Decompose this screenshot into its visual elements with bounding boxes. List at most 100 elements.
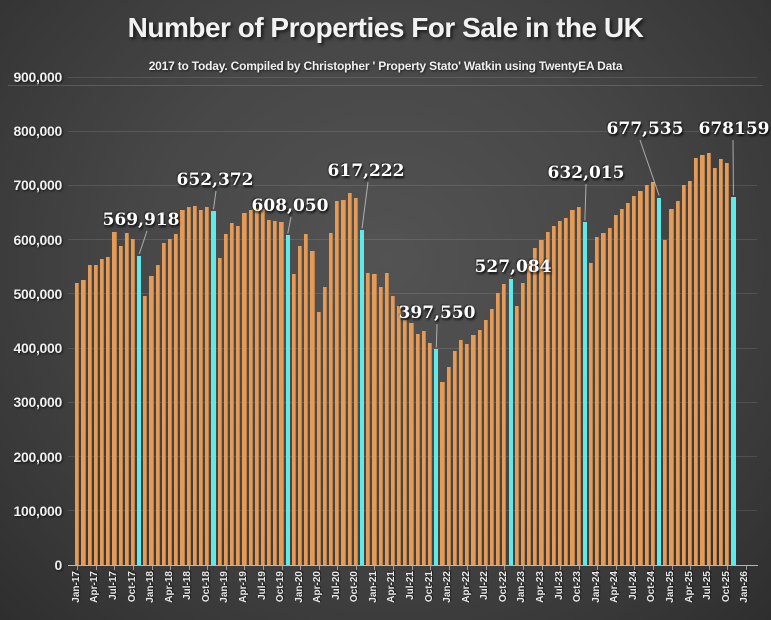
bar-Mar-21 — [384, 273, 389, 565]
x-axis-tick-label: Apr-23 — [535, 571, 547, 603]
bar-Aug-23 — [564, 217, 569, 565]
bar-Aug-19 — [267, 219, 272, 565]
bar-Mar-22 — [458, 339, 464, 565]
bar-Jun-24 — [626, 202, 631, 565]
bar-Jul-25 — [706, 152, 711, 565]
bar-Nov-17 — [137, 255, 142, 565]
bar-Dec-24 — [663, 239, 668, 565]
bar-Apr-18 — [168, 239, 173, 565]
bar-Jan-17 — [75, 283, 80, 565]
x-axis-tick — [151, 566, 153, 570]
bar-Mar-25 — [681, 184, 686, 565]
bar-Nov-21 — [434, 349, 439, 565]
bar-May-17 — [99, 259, 105, 565]
bar-Jan-20 — [298, 246, 303, 565]
bar-Sep-23 — [570, 209, 575, 565]
bar-Jul-20 — [335, 201, 340, 565]
x-axis-tick-label: Jan-17 — [70, 571, 82, 603]
x-axis-tick — [727, 566, 729, 570]
x-axis-tick-label: Jul-19 — [256, 571, 268, 600]
x-axis-tick — [244, 566, 246, 570]
chart-title: Number of Properties For Sale in the UK — [127, 12, 644, 43]
bar-Feb-22 — [452, 350, 457, 565]
gridline — [68, 239, 757, 241]
x-axis-tick — [411, 566, 413, 570]
x-axis-tick-label: Jan-22 — [442, 571, 454, 603]
y-axis-tick-label: 500,000 — [13, 285, 62, 302]
bar-Feb-24 — [601, 233, 606, 565]
bar-Jul-24 — [632, 196, 637, 565]
x-axis-tick — [560, 566, 562, 570]
y-axis-tick-label: 600,000 — [13, 231, 62, 248]
x-axis-tick-label: Jan-19 — [219, 571, 231, 603]
x-axis-tick-label: Oct-22 — [497, 571, 509, 603]
bar-Sep-24 — [644, 185, 649, 565]
bar-Oct-21 — [428, 343, 433, 565]
bar-May-21 — [397, 305, 402, 565]
y-axis-tick-label: 700,000 — [13, 177, 62, 194]
x-axis-tick-label: Apr-21 — [386, 571, 398, 603]
data-label-Nov-24: 677,535 — [606, 119, 684, 139]
x-axis-tick — [392, 566, 394, 570]
bar-Jun-18 — [180, 209, 185, 565]
bar-Apr-21 — [390, 296, 396, 565]
bar-Jun-23 — [551, 226, 557, 565]
x-axis-tick — [263, 566, 264, 570]
bar-Feb-19 — [229, 223, 235, 565]
x-axis-tick — [374, 566, 376, 570]
gridline — [68, 130, 757, 132]
bar-May-18 — [174, 233, 179, 565]
bar-Jul-18 — [186, 207, 191, 565]
bar-Apr-20 — [316, 312, 321, 565]
x-axis-tick-label: Apr-17 — [89, 571, 101, 603]
x-axis-tick — [690, 566, 692, 570]
bar-Jun-17 — [106, 257, 111, 565]
bar-Dec-21 — [440, 382, 445, 565]
x-axis-tick-label: Jan-26 — [739, 571, 751, 603]
bar-Jul-21 — [409, 323, 414, 565]
bar-Mar-17 — [87, 265, 92, 565]
x-axis-tick-label: Oct-23 — [572, 571, 584, 603]
bar-Feb-25 — [675, 201, 680, 565]
bar-Apr-17 — [93, 264, 98, 565]
bar-Jun-22 — [477, 330, 482, 565]
x-axis-tick-label: Jan-23 — [516, 571, 528, 603]
bar-Jun-19 — [254, 208, 259, 565]
x-axis-tick-label: Apr-19 — [237, 571, 249, 603]
x-axis-tick-label: Apr-24 — [609, 571, 621, 603]
bar-Jan-24 — [595, 236, 600, 565]
x-axis-tick-label: Jul-22 — [479, 571, 491, 600]
x-axis-tick — [708, 566, 710, 570]
x-axis-tick — [448, 566, 450, 570]
bar-Jun-21 — [403, 319, 408, 565]
bar-Apr-24 — [613, 215, 618, 565]
bar-Sep-17 — [124, 233, 129, 565]
y-axis-tick-label: 300,000 — [13, 394, 62, 411]
bar-Sep-21 — [421, 330, 427, 565]
x-axis-tick — [337, 566, 339, 570]
x-axis-tick — [95, 566, 97, 570]
x-axis-tick-label: Oct-18 — [200, 571, 212, 603]
x-axis-tick — [671, 566, 673, 570]
bar-Jul-17 — [112, 231, 117, 565]
data-label-Nov-25: 678159 — [698, 119, 770, 139]
bar-Dec-20 — [366, 272, 371, 565]
x-axis-line — [68, 565, 758, 566]
x-axis-tick — [615, 566, 617, 570]
bar-Mar-20 — [310, 250, 315, 565]
x-axis-tick-label: Apr-22 — [460, 571, 472, 603]
x-axis-tick — [114, 566, 116, 570]
x-axis-tick-label: Oct-21 — [423, 571, 435, 603]
header-divider-line — [8, 85, 763, 86]
bar-Feb-23 — [527, 263, 532, 565]
bar-Nov-18 — [211, 211, 216, 565]
bar-Mar-23 — [533, 248, 538, 565]
x-axis-tick — [281, 566, 283, 570]
x-axis-tick — [355, 566, 357, 570]
bar-Aug-20 — [341, 199, 346, 565]
x-axis-tick-label: Jul-23 — [553, 571, 565, 600]
x-axis-tick — [77, 566, 79, 570]
bar-Sep-19 — [273, 221, 278, 565]
x-axis-tick-label: Jul-25 — [702, 571, 714, 600]
